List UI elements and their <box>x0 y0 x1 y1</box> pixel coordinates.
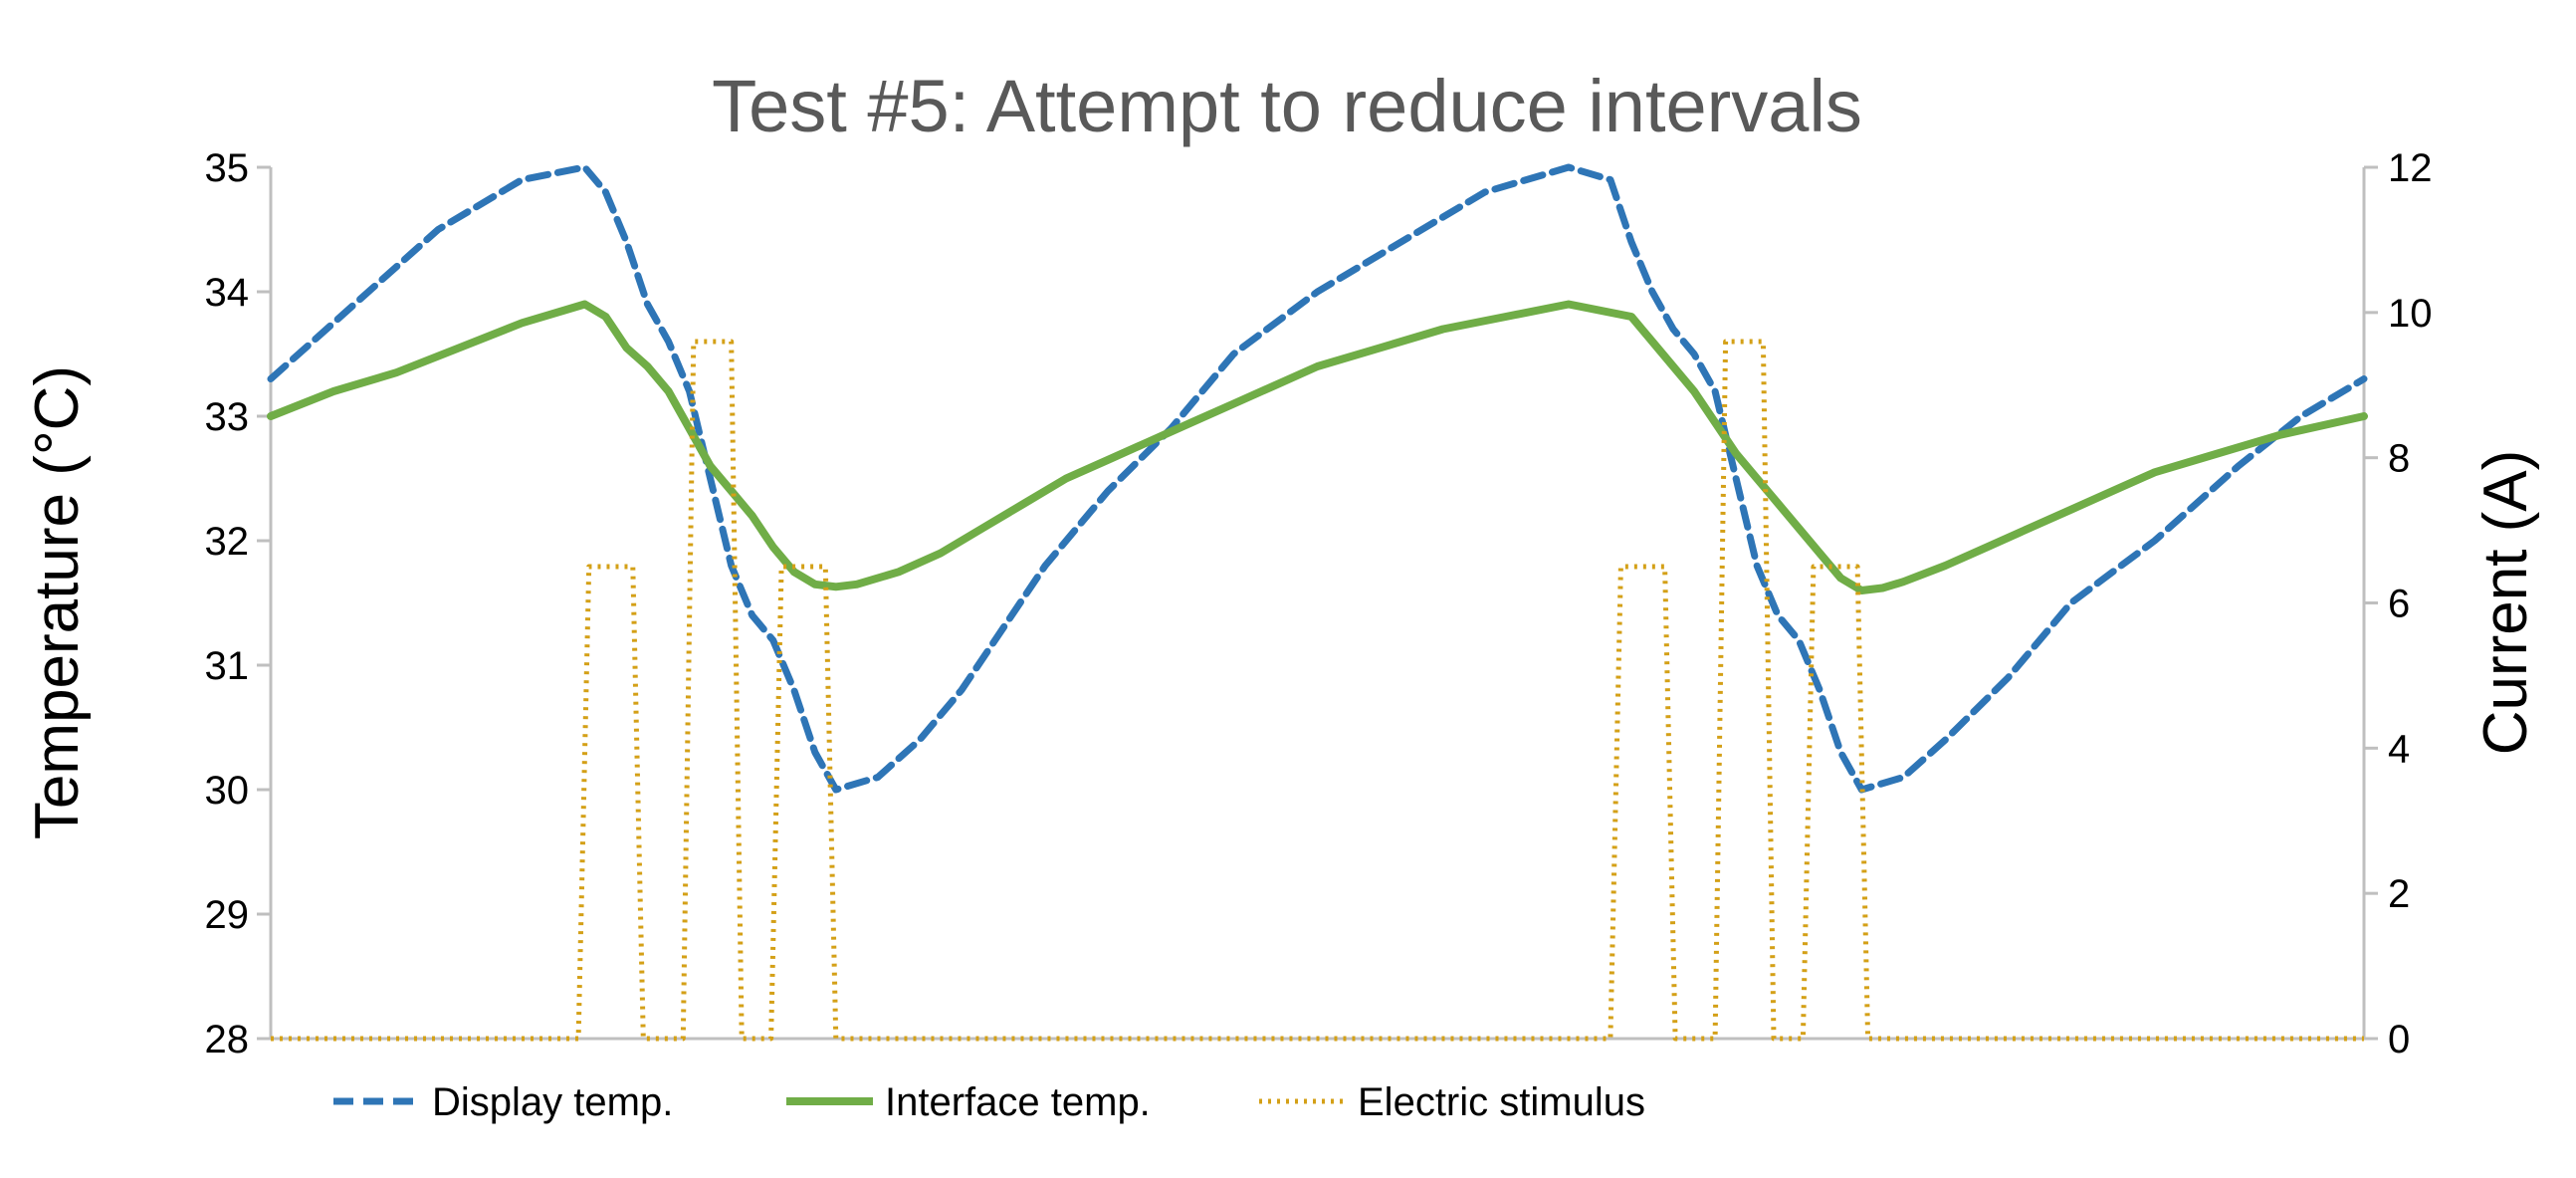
right-tick-label: 6 <box>2388 583 2410 626</box>
left-axis-ticks: 28 29 30 31 32 33 34 35 <box>205 146 271 1061</box>
right-tick-label: 8 <box>2388 437 2410 481</box>
y2-axis-title: Current (A) <box>2471 450 2540 756</box>
electric-stimulus-line <box>271 339 2364 1042</box>
legend-label-stimulus: Electric stimulus <box>1358 1080 1645 1124</box>
left-tick-label: 29 <box>205 893 250 937</box>
legend-label-interface: Interface temp. <box>885 1080 1151 1124</box>
y-axis-title: Temperature (°C) <box>23 365 92 839</box>
series-layer <box>267 163 2368 1042</box>
legend-label-display: Display temp. <box>432 1080 673 1124</box>
right-axis-ticks: 0 2 4 6 8 10 12 <box>2364 146 2433 1061</box>
chart-title: Test #5: Attempt to reduce intervals <box>712 65 1862 147</box>
legend: Display temp. Interface temp. Electric s… <box>333 1080 1645 1124</box>
left-tick-label: 34 <box>205 271 250 315</box>
right-tick-label: 10 <box>2388 292 2433 336</box>
left-tick-label: 33 <box>205 395 250 439</box>
left-tick-label: 30 <box>205 769 250 813</box>
left-tick-label: 32 <box>205 520 250 564</box>
display-temp-line <box>267 163 2368 794</box>
right-tick-label: 4 <box>2388 727 2410 771</box>
right-tick-label: 2 <box>2388 872 2410 916</box>
left-tick-label: 35 <box>205 146 250 190</box>
interface-temp-line <box>267 300 2368 594</box>
left-tick-label: 31 <box>205 644 250 688</box>
right-tick-label: 0 <box>2388 1018 2410 1061</box>
left-tick-label: 28 <box>205 1018 250 1061</box>
right-tick-label: 12 <box>2388 146 2433 190</box>
